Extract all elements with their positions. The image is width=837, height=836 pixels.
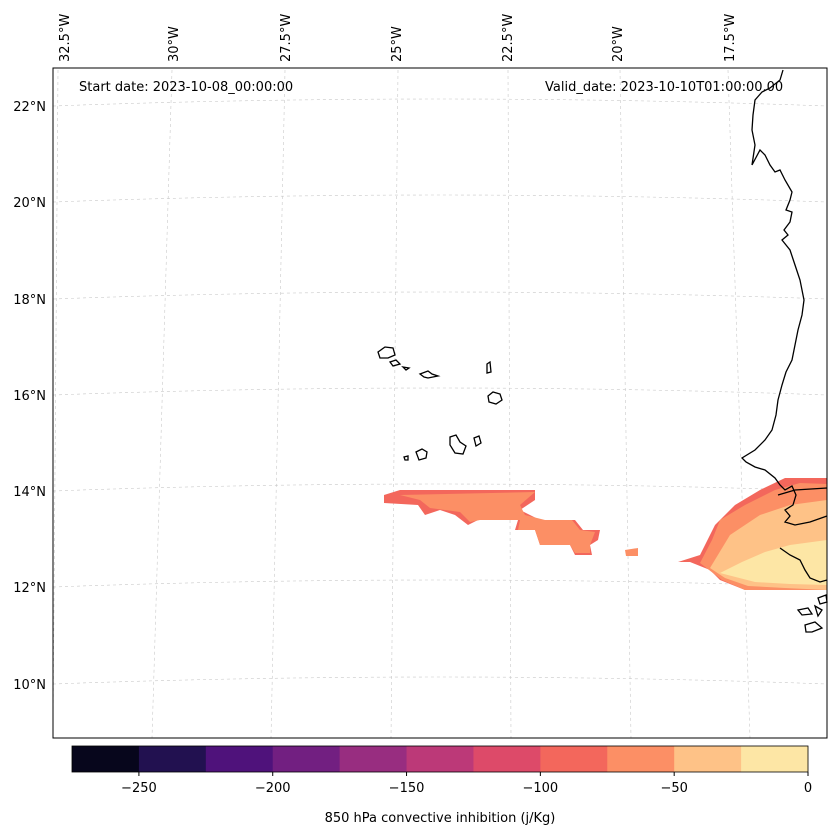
colorbar-segment <box>540 746 608 772</box>
colorbar-outline <box>71 745 809 773</box>
meridian-25w <box>390 69 399 739</box>
island-santa-luzia <box>401 366 411 371</box>
lat-label-10n: 10°N <box>13 678 46 693</box>
gambia-river <box>777 487 828 496</box>
colorbar-ticks: −250 −200 −150 −100 −50 0 <box>121 772 812 796</box>
colorbar-segment <box>72 746 140 772</box>
colorbar-segment <box>741 746 809 772</box>
parallel-10n <box>52 676 828 685</box>
colorbar-segment <box>138 746 207 772</box>
meridian-32-5w <box>52 69 59 739</box>
lat-label-18n: 18°N <box>13 293 46 308</box>
cin-band-ocean-light <box>400 492 595 553</box>
island-sao-vicente <box>388 359 402 367</box>
meridian-20w <box>619 69 632 739</box>
meridian-22-5w <box>507 69 512 739</box>
meridian-17-5w <box>727 69 751 739</box>
lon-label-32-5w: 32.5°W <box>58 14 73 62</box>
cin-band-small-patch <box>625 548 638 556</box>
colorbar-segment <box>272 746 341 772</box>
island-fogo <box>415 448 428 461</box>
parallel-22n <box>52 98 828 107</box>
colorbar-segment <box>406 746 474 772</box>
colorbar-segment <box>205 746 274 772</box>
graticule <box>52 69 828 739</box>
start-date-label: Start date: 2023-10-08_00:00:00 <box>79 80 293 95</box>
guinea-bissau-coast <box>779 547 828 583</box>
meridian-30w <box>151 69 173 739</box>
island-boa-vista <box>487 391 503 405</box>
map-frame <box>52 67 828 739</box>
parallel-16n <box>52 387 828 396</box>
colorbar-segment <box>674 746 742 772</box>
island-santo-antao <box>377 346 396 359</box>
lat-label-20n: 20°N <box>13 196 46 211</box>
meridian-27-5w <box>270 69 286 739</box>
colorbar-tick-label: −100 <box>523 781 559 796</box>
colorbar-tick-label: 0 <box>804 781 812 796</box>
island-sao-nicolau <box>418 370 441 379</box>
valid-date-label: Valid_date: 2023-10-10T01:00:00.00 <box>545 80 783 95</box>
lon-label-25w: 25°W <box>390 26 405 62</box>
lon-label-22-5w: 22.5°W <box>501 14 516 62</box>
parallel-20n <box>52 194 828 203</box>
parallel-18n <box>52 291 828 300</box>
parallel-12n <box>52 579 828 588</box>
island-brava <box>403 455 409 461</box>
lat-label-16n: 16°N <box>13 389 46 404</box>
lat-label-12n: 12°N <box>13 581 46 596</box>
colorbar-segment <box>473 746 541 772</box>
guinea-bissau-islands <box>796 594 828 633</box>
parallel-14n <box>52 483 828 492</box>
lon-label-27-5w: 27.5°W <box>279 14 294 62</box>
colorbar: −250 −200 −150 −100 −50 0 850 hPa convective … <box>71 745 812 826</box>
lat-label-14n: 14°N <box>13 485 46 500</box>
colorbar-tick-label: −250 <box>121 781 157 796</box>
colorbar-label: 850 hPa convective inhibition (j/Kg) <box>325 811 556 826</box>
island-maio <box>473 435 482 448</box>
island-santiago <box>449 434 467 455</box>
african-coastline <box>740 69 828 526</box>
cin-band-coast-core <box>720 540 827 585</box>
latitude-labels: 22°N 20°N 18°N 16°N 14°N 12°N 10°N <box>13 100 46 693</box>
lon-label-30w: 30°W <box>167 26 182 62</box>
colorbar-segment <box>607 746 675 772</box>
colorbar-segment <box>339 746 408 772</box>
island-sal <box>486 360 492 374</box>
colorbar-tick-label: −50 <box>660 781 687 796</box>
colorbar-tick-label: −200 <box>255 781 291 796</box>
coastlines <box>377 69 828 633</box>
longitude-labels: 32.5°W 30°W 27.5°W 25°W 22.5°W 20°W 17.5… <box>58 14 738 62</box>
lat-label-22n: 22°N <box>13 100 46 115</box>
cin-contours <box>384 478 827 590</box>
lon-label-17-5w: 17.5°W <box>723 14 738 62</box>
colorbar-segments <box>72 746 809 772</box>
colorbar-tick-label: −150 <box>389 781 425 796</box>
lon-label-20w: 20°W <box>611 26 626 62</box>
